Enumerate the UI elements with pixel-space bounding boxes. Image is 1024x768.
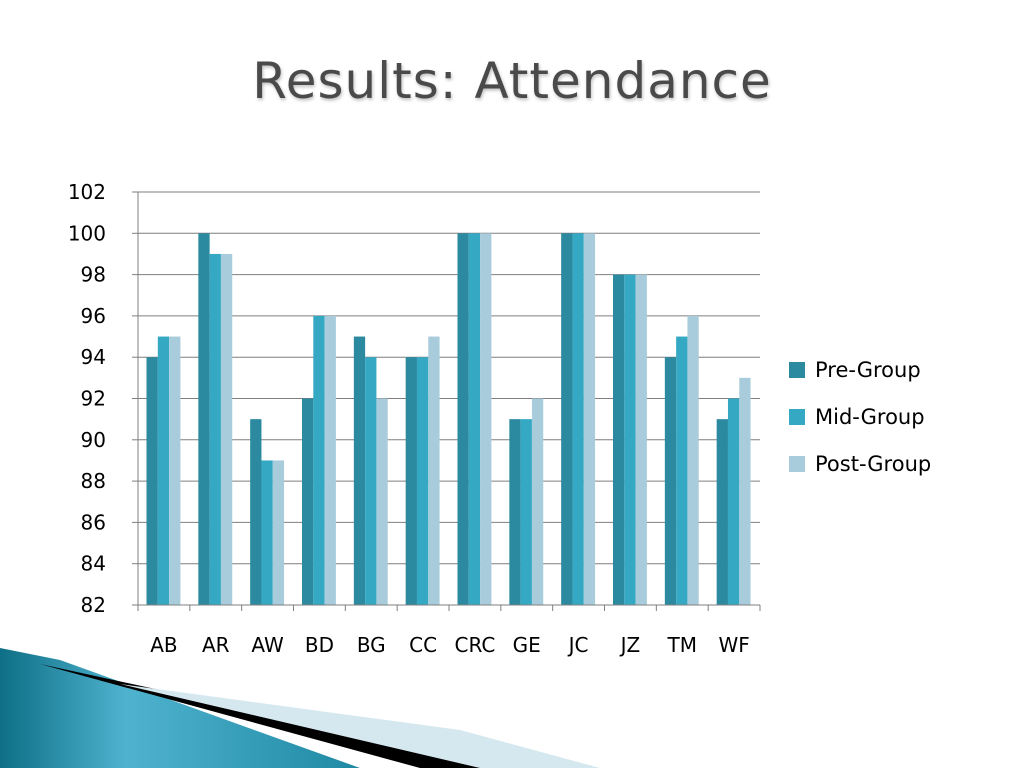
bar-post-group-ge: [531, 398, 544, 605]
legend-swatch: [789, 409, 805, 425]
bar-mid-group-jc: [572, 233, 584, 606]
x-tick-label: CC: [409, 633, 437, 657]
bar-post-group-aw: [272, 460, 285, 605]
bar-post-group-tm: [687, 315, 699, 605]
bar-post-group-bd: [324, 315, 336, 605]
x-tick-label: JZ: [619, 633, 641, 657]
y-tick-label: 98: [81, 263, 106, 287]
x-tick-label: AR: [202, 633, 230, 657]
bar-pre-group-jc: [561, 233, 573, 606]
bar-mid-group-crc: [468, 233, 481, 606]
bar-mid-group-jz: [624, 274, 636, 605]
legend-label: Mid-Group: [815, 405, 925, 429]
x-tick-label: WF: [718, 633, 749, 657]
bar-post-group-cc: [428, 336, 440, 605]
bar-mid-group-ar: [209, 253, 221, 605]
bar-post-group-bg: [376, 398, 388, 605]
bar-pre-group-cc: [405, 357, 417, 605]
y-tick-labels: 82 84 86 88 90 92 94 96 98 100 102: [68, 180, 106, 617]
bar-pre-group-crc: [457, 233, 469, 606]
x-tick-label: JC: [567, 633, 589, 657]
legend-swatch: [789, 362, 805, 378]
bar-post-group-wf: [739, 377, 751, 605]
bar-mid-group-bg: [365, 357, 377, 605]
y-tick-label: 96: [81, 304, 106, 328]
decor-swoosh-light: [120, 684, 600, 768]
y-tick-label: 94: [81, 345, 106, 369]
bar-pre-group-ab: [146, 357, 158, 605]
legend-label: Pre-Group: [815, 358, 921, 382]
x-tick-label: BG: [357, 633, 386, 657]
y-tick-label: 88: [81, 469, 106, 493]
y-tick-label: 90: [81, 428, 106, 452]
y-tick-label: 84: [81, 552, 106, 576]
bar-pre-group-ge: [509, 419, 521, 605]
bar-mid-group-wf: [727, 398, 740, 605]
y-tick-label: 102: [68, 180, 106, 204]
axes: [132, 191, 761, 611]
x-tick-labels: AB AR AW BD BG CC CRC GE JC JZ TM WF: [150, 633, 750, 657]
legend: Pre-Group Mid-Group Post-Group: [789, 358, 931, 476]
y-tick-label: 86: [81, 510, 106, 534]
bar-post-group-ar: [220, 253, 233, 605]
x-tick-label: GE: [513, 633, 541, 657]
y-tick-label: 82: [81, 593, 106, 617]
bar-pre-group-bg: [353, 336, 366, 605]
gridlines: [138, 191, 760, 565]
legend-label: Post-Group: [815, 452, 931, 476]
bars: [146, 233, 751, 606]
bar-mid-group-cc: [416, 357, 429, 605]
x-tick-label: AB: [150, 633, 177, 657]
bar-post-group-jz: [635, 274, 647, 605]
x-tick-label: AW: [251, 633, 284, 657]
bar-mid-group-aw: [261, 460, 273, 605]
bar-post-group-crc: [480, 233, 492, 606]
bar-pre-group-aw: [250, 419, 262, 605]
x-tick-label: CRC: [454, 633, 495, 657]
bar-post-group-jc: [583, 233, 596, 606]
bar-mid-group-tm: [676, 336, 688, 605]
bar-pre-group-wf: [716, 419, 728, 605]
y-tick-label: 100: [68, 221, 106, 245]
bar-mid-group-ge: [520, 419, 532, 605]
bar-mid-group-ab: [157, 336, 170, 605]
y-tick-label: 92: [81, 387, 106, 411]
bar-mid-group-bd: [313, 315, 325, 605]
bar-post-group-ab: [169, 336, 181, 605]
decor-swoosh-blue: [0, 648, 360, 768]
bar-pre-group-jz: [613, 274, 625, 605]
x-tick-label: BD: [305, 633, 334, 657]
slide-title: Results: Attendance: [252, 52, 772, 110]
bar-pre-group-tm: [664, 357, 677, 605]
x-tick-label: TM: [667, 633, 697, 657]
bar-pre-group-ar: [198, 233, 210, 606]
legend-swatch: [789, 456, 805, 472]
bar-pre-group-bd: [302, 398, 314, 605]
